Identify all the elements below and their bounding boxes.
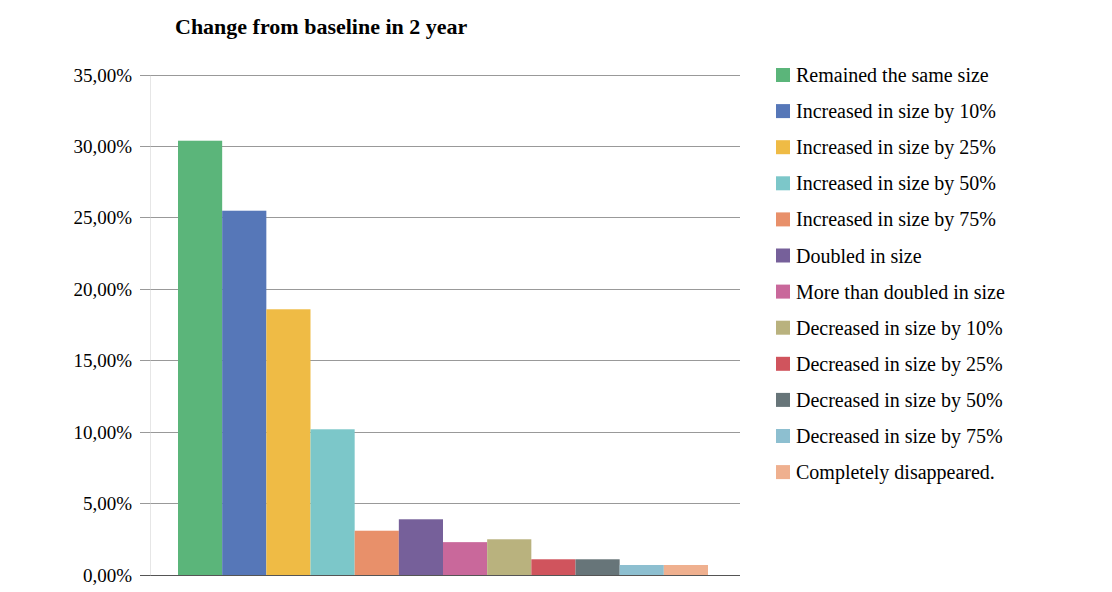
bar — [487, 539, 531, 575]
legend-label: Decreased in size by 25% — [796, 353, 1003, 376]
bar — [576, 559, 620, 575]
legend-swatch — [776, 68, 790, 82]
legend-item: Remained the same size — [776, 64, 989, 86]
bar — [531, 559, 575, 575]
legend-swatch — [776, 104, 790, 118]
legend-label: Increased in size by 25% — [796, 136, 996, 159]
legend-label: Decreased in size by 75% — [796, 425, 1003, 448]
y-tick-label: 0,00% — [83, 565, 132, 586]
y-tick-label: 10,00% — [73, 422, 132, 443]
y-tick-label: 30,00% — [73, 136, 132, 157]
legend-label: Increased in size by 10% — [796, 100, 996, 123]
y-tick: 0,00% — [83, 565, 150, 586]
bar — [664, 565, 708, 575]
y-tick-label: 20,00% — [73, 279, 132, 300]
legend-swatch — [776, 393, 790, 407]
y-tick: 20,00% — [73, 279, 150, 300]
chart: Change from baseline in 2 year 0,00% 5,00%… — [0, 0, 1112, 592]
legend-item: Increased in size by 10% — [776, 100, 996, 123]
legend-swatch — [776, 465, 790, 479]
legend-swatch — [776, 212, 790, 226]
bar — [443, 542, 487, 575]
y-tick: 5,00% — [83, 493, 150, 514]
legend-swatch — [776, 176, 790, 190]
legend-swatch — [776, 140, 790, 154]
bar — [311, 429, 355, 575]
y-tick-label: 15,00% — [73, 350, 132, 371]
legend-swatch — [776, 357, 790, 371]
grid-line — [140, 75, 740, 76]
bar — [266, 309, 310, 575]
legend-item: Decreased in size by 25% — [776, 353, 1003, 376]
legend-swatch — [776, 249, 790, 263]
y-axis: 0,00% 5,00% 10,00% 15,00% 20,00% 25,00% 30,00%… — [73, 65, 150, 586]
y-axis-line — [150, 76, 151, 576]
legend-swatch — [776, 285, 790, 299]
y-tick-label: 35,00% — [73, 65, 132, 86]
title: Change from baseline in 2 year — [175, 14, 468, 39]
legend-label: Doubled in size — [796, 245, 922, 267]
y-tick-label: 5,00% — [83, 493, 132, 514]
legend-item: Completely disappeared. — [776, 461, 995, 484]
legend-label: Increased in size by 75% — [796, 208, 996, 231]
legend-label: Increased in size by 50% — [796, 172, 996, 195]
legend-swatch — [776, 321, 790, 335]
legend-label: Decreased in size by 10% — [796, 317, 1003, 340]
legend-item: Doubled in size — [776, 245, 922, 267]
y-tick: 10,00% — [73, 422, 150, 443]
y-tick: 15,00% — [73, 350, 150, 371]
legend-label: More than doubled in size — [796, 281, 1005, 303]
bar — [178, 141, 222, 575]
legend-item: Decreased in size by 50% — [776, 389, 1003, 412]
legend-label: Decreased in size by 50% — [796, 389, 1003, 412]
bar — [399, 519, 443, 575]
legend-label: Remained the same size — [796, 64, 989, 86]
legend-swatch — [776, 429, 790, 443]
legend-item: Increased in size by 75% — [776, 208, 996, 231]
legend-item: More than doubled in size — [776, 281, 1005, 303]
y-tick: 35,00% — [73, 65, 150, 86]
y-tick: 30,00% — [73, 136, 150, 157]
bars — [178, 141, 708, 575]
legend-label: Completely disappeared. — [796, 461, 995, 484]
legend-item: Increased in size by 50% — [776, 172, 996, 195]
grid — [140, 75, 740, 575]
legend-item: Decreased in size by 10% — [776, 317, 1003, 340]
bar — [222, 211, 266, 575]
legend: Remained the same size Increased in size … — [776, 64, 1005, 484]
y-tick-label: 25,00% — [73, 207, 132, 228]
legend-item: Increased in size by 25% — [776, 136, 996, 159]
legend-item: Decreased in size by 75% — [776, 425, 1003, 448]
bar — [620, 565, 664, 575]
y-tick: 25,00% — [73, 207, 150, 228]
grid-line — [140, 146, 740, 147]
bar — [355, 531, 399, 575]
